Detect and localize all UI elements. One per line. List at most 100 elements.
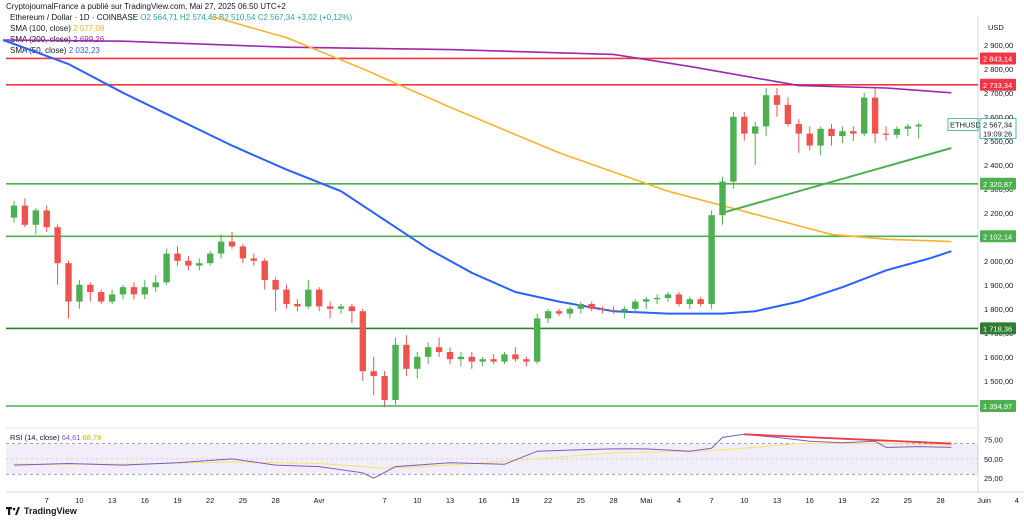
price-tick-label-11: 2 500,00 [984, 137, 1013, 146]
candle-body-78 [861, 97, 868, 134]
candle-body-11 [130, 287, 138, 295]
legend-sma100-value: 2 077,09 [73, 24, 105, 33]
candle-body-16 [185, 260, 192, 266]
time-tick-label-25: 25 [904, 496, 912, 505]
legend-sma50[interactable]: SMA (50, close) 2 032,23 [10, 46, 100, 55]
candle-body-1 [21, 205, 29, 225]
brand-name: TradingView [24, 506, 77, 516]
symbol-tag-text: ETHUSD [950, 121, 981, 130]
candle-body-54 [599, 308, 606, 310]
symbol-line: Ethereum / Dollar · 1D · COINBASE O2 564… [10, 13, 352, 22]
level-tag-bg-3 [980, 230, 1016, 243]
level-tag-bg-2 [980, 177, 1016, 190]
candle-body-32 [359, 311, 366, 372]
time-tick-label-19: 7 [710, 496, 714, 505]
candle-body-6 [76, 284, 83, 302]
candle-body-62 [686, 299, 693, 304]
candle-body-20 [228, 241, 236, 247]
candle-body-80 [882, 133, 890, 135]
candle-body-58 [643, 299, 650, 302]
rsi-tick-label-0: 25,00 [984, 474, 1003, 483]
candle-body-29 [326, 306, 334, 309]
moving-averages [2, 15, 952, 315]
rsi-label: RSI (14, close) 64,61 68,79 [10, 433, 101, 442]
time-tick-label-10: 10 [413, 496, 421, 505]
legend-sma100[interactable]: SMA (100, close) 2 077,09 [10, 24, 104, 33]
candle-body-74 [817, 128, 824, 146]
time-tick-label-15: 25 [577, 496, 585, 505]
time-axis[interactable]: 7 10 13 16 19 22 25 28 Avr 7 10 13 16 19 22 25 28 Mai 4 7 10… [45, 496, 1019, 505]
legend-sma200-name: SMA (200, close) [10, 35, 71, 44]
level-tag-2: 2 320,87 [980, 177, 1016, 190]
candle-body-42 [468, 356, 475, 362]
level-tag-3: 2 102,14 [980, 230, 1016, 243]
time-tick-label-22: 16 [806, 496, 814, 505]
candle-body-34 [381, 376, 388, 400]
candle-body-17 [196, 263, 203, 266]
candle-body-41 [457, 356, 465, 360]
candles [10, 88, 922, 408]
candle-body-35 [392, 344, 399, 400]
candle-body-19 [217, 241, 225, 254]
candle-body-73 [806, 133, 813, 146]
time-tick-label-0: 7 [45, 496, 49, 505]
level-tag-text-4: 1 718,36 [983, 324, 1012, 333]
candle-body-3 [43, 210, 50, 228]
legend-sma200[interactable]: SMA (200, close) 2 699,26 [10, 35, 104, 44]
time-tick-label-18: 4 [677, 496, 681, 505]
candle-body-70 [773, 95, 781, 105]
candle-body-9 [108, 294, 116, 302]
time-tick-label-23: 19 [838, 496, 846, 505]
chart-grid [6, 16, 1024, 493]
candle-body-30 [337, 306, 345, 309]
price-tags: 2 843,14 2 733,34 2 320,87 2 102,14 1 718,36… [947, 52, 1017, 413]
rsi-panel [13, 433, 952, 479]
last-price-value: 2 567,34 [983, 121, 1012, 130]
candle-body-53 [588, 304, 595, 309]
candle-body-76 [839, 131, 846, 136]
footer-brand[interactable]: TradingView [6, 506, 77, 516]
level-tag-bg-5 [980, 400, 1016, 413]
candle-body-24 [272, 280, 279, 290]
level-tag-4: 1 718,36 [980, 322, 1016, 335]
candle-body-25 [283, 289, 290, 304]
legend-sma100-name: SMA (100, close) [10, 24, 71, 33]
level-tag-5: 1 394,97 [980, 400, 1016, 413]
rsi-value: 64,61 [62, 433, 83, 442]
price-tick-label-4: 1 800,00 [984, 305, 1013, 314]
time-tick-label-9: 7 [383, 496, 387, 505]
rsi-divergence-line [744, 433, 952, 445]
time-tick-label-6: 25 [239, 496, 247, 505]
candle-body-36 [403, 344, 410, 369]
candle-body-50 [555, 311, 563, 314]
candle-body-22 [250, 258, 257, 261]
time-tick-label-16: 28 [609, 496, 617, 505]
time-tick-label-27: Juin [977, 496, 991, 505]
candle-body-23 [261, 260, 268, 280]
level-tag-bg-0 [980, 52, 1016, 65]
price-axis[interactable]: 1 400,001 500,001 600,001 700,001 800,00… [984, 41, 1013, 483]
candle-body-69 [762, 95, 770, 127]
candle-body-63 [697, 299, 704, 304]
candle-body-81 [893, 128, 901, 135]
time-tick-label-11: 13 [446, 496, 454, 505]
time-tick-label-14: 22 [544, 496, 552, 505]
sma-50-line [2, 39, 952, 315]
symbol-tag-bg [947, 118, 979, 132]
rsi-tick-label-2: 75,00 [984, 436, 1003, 445]
time-tick-label-28: 4 [1015, 496, 1019, 505]
level-tag-1: 2 733,34 [980, 78, 1016, 91]
price-tick-label-1: 1 500,00 [984, 377, 1013, 386]
candle-body-28 [316, 289, 323, 307]
candle-body-66 [730, 116, 737, 182]
rsi-line [13, 433, 952, 479]
candle-body-44 [490, 359, 497, 362]
time-tick-label-3: 16 [141, 496, 149, 505]
horizontal-levels [6, 57, 978, 407]
last-price-countdown: 19:09:26 [983, 130, 1012, 139]
candle-body-51 [566, 308, 574, 314]
time-tick-label-20: 10 [740, 496, 748, 505]
candle-body-39 [435, 347, 443, 352]
candle-body-71 [784, 104, 792, 124]
